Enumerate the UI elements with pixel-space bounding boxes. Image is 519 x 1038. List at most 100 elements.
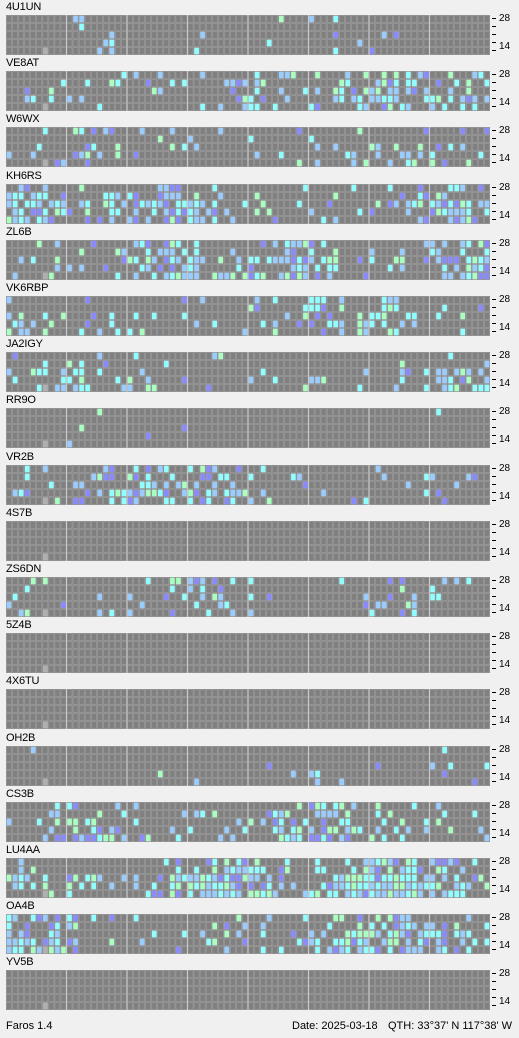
grid-cell: [260, 143, 266, 152]
grid-cell: [254, 127, 260, 136]
grid-cell: [121, 159, 127, 168]
beacon-grid[interactable]: [6, 352, 490, 393]
grid-cell: [460, 23, 466, 31]
grid-cell: [157, 488, 164, 497]
grid-cell: [175, 601, 182, 609]
beacon-grid[interactable]: [6, 633, 490, 674]
grid-cell: [248, 272, 254, 280]
grid-cell: [296, 95, 303, 103]
grid-cell: [417, 71, 424, 79]
grid-cell: [42, 87, 49, 95]
grid-cell: [254, 135, 260, 144]
grid-cell: [218, 440, 224, 449]
grid-cell: [332, 39, 339, 47]
grid-cell: [84, 135, 91, 144]
grid-cell: [97, 71, 103, 79]
grid-cell: [320, 199, 327, 208]
grid-cell: [30, 71, 37, 79]
beacon-grid[interactable]: [6, 464, 490, 505]
grid-cell: [115, 368, 121, 376]
grid-cell: [266, 135, 272, 144]
beacon-grid[interactable]: [6, 15, 490, 55]
grid-cell: [284, 529, 291, 537]
grid-cell: [472, 352, 478, 360]
grid-cell: [90, 649, 97, 657]
grid-cell: [109, 432, 115, 441]
grid-cell: [326, 135, 333, 144]
grid-cell: [205, 649, 212, 657]
grid-cell: [472, 320, 478, 328]
grid-cell: [466, 215, 472, 224]
grid-cell: [157, 183, 164, 192]
grid-cell: [375, 488, 381, 497]
grid-cell: [54, 472, 61, 481]
grid-cell: [66, 368, 73, 376]
grid-cell: [218, 553, 224, 561]
grid-cell: [103, 585, 109, 593]
grid-cell: [139, 545, 145, 553]
grid-cell: [109, 416, 115, 425]
grid-cell: [460, 320, 466, 328]
grid-cell: [66, 71, 73, 79]
grid-cell: [278, 87, 285, 95]
grid-cell: [423, 15, 430, 23]
grid-cell: [242, 248, 248, 256]
grid-cell: [218, 633, 224, 641]
scale-tick: [492, 419, 496, 421]
grid-cell: [218, 240, 224, 248]
grid-cell: [54, 191, 61, 200]
grid-cell: [224, 95, 230, 103]
grid-cell: [193, 31, 200, 39]
grid-cell: [218, 384, 224, 392]
grid-cell: [199, 264, 206, 272]
grid-cell: [423, 135, 430, 144]
grid-cell: [211, 103, 218, 111]
grid-cell: [181, 352, 188, 360]
grid-cell: [121, 143, 127, 152]
beacon-grid[interactable]: [6, 408, 490, 449]
grid-cell: [163, 472, 170, 481]
grid-cell: [42, 248, 49, 256]
beacon-grid[interactable]: [6, 127, 490, 168]
grid-cell: [48, 657, 55, 665]
grid-cell: [460, 199, 466, 208]
grid-cell: [393, 207, 400, 216]
beacon-grid[interactable]: [6, 239, 490, 280]
grid-cell: [345, 191, 351, 200]
grid-cell: [484, 23, 490, 31]
grid-cell: [260, 601, 266, 609]
grid-cell: [36, 408, 43, 417]
beacon-grid[interactable]: [6, 71, 490, 112]
beacon-grid[interactable]: [6, 183, 490, 224]
grid-cell: [24, 408, 30, 417]
grid-cell: [181, 272, 188, 280]
grid-cell: [236, 665, 242, 673]
beacon-grid[interactable]: [6, 577, 490, 617]
grid-cell: [218, 23, 224, 31]
grid-cell: [169, 256, 176, 264]
grid-cell: [435, 256, 442, 264]
grid-cell: [242, 95, 248, 103]
grid-cell: [308, 585, 315, 593]
grid-cell: [60, 79, 67, 87]
grid-cell: [278, 312, 285, 320]
grid-cell: [218, 432, 224, 441]
beacon-grid[interactable]: [6, 520, 490, 561]
grid-cell: [242, 159, 248, 168]
grid-cell: [36, 31, 43, 39]
grid-cell: [36, 312, 43, 320]
grid-cell: [145, 529, 151, 537]
grid-cell: [423, 328, 430, 336]
grid-cell: [78, 320, 85, 328]
grid-cell: [139, 416, 145, 425]
grid-cell: [187, 39, 194, 47]
grid-cell: [90, 376, 97, 384]
grid-cell: [290, 240, 297, 248]
grid-cell: [484, 424, 490, 433]
grid-cell: [54, 545, 61, 553]
grid-cell: [181, 368, 188, 376]
grid-cell: [417, 159, 424, 168]
beacon-grid[interactable]: [6, 296, 490, 336]
grid-cell: [357, 264, 363, 272]
grid-cell: [175, 521, 182, 529]
